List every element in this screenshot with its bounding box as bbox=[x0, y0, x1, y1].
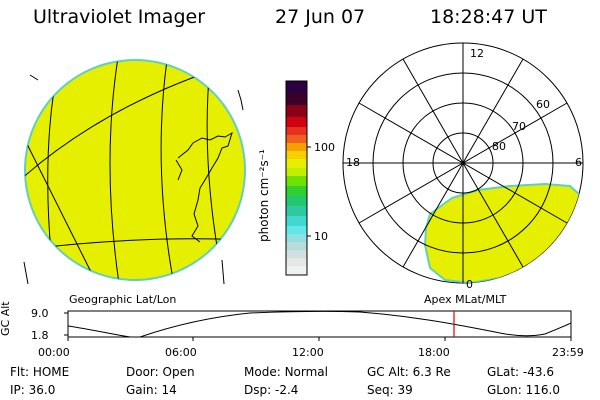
coast-fragment bbox=[237, 89, 244, 111]
polar-plot bbox=[342, 42, 584, 284]
alt-xtick-1: 06:00 bbox=[165, 346, 197, 359]
meridian-line bbox=[109, 60, 121, 280]
instrument-title: Ultraviolet Imager bbox=[33, 6, 206, 28]
status-door: Door: Open bbox=[126, 365, 195, 379]
alt-xtick-4: 23:59 bbox=[552, 346, 584, 359]
meridian-line bbox=[160, 60, 176, 280]
colorbar-unit-label: photon cm⁻²s⁻¹ bbox=[257, 149, 271, 242]
altitude-plot bbox=[64, 310, 572, 341]
altitude-curve bbox=[68, 311, 571, 337]
geographic-image bbox=[23, 59, 246, 285]
alt-xtick-2: 12:00 bbox=[292, 346, 324, 359]
alt-ytick-1-8: 1.8 bbox=[31, 329, 49, 342]
mlt-label-0: 0 bbox=[466, 278, 473, 291]
alt-ytick-9: 9.0 bbox=[31, 307, 49, 320]
coastline bbox=[177, 131, 233, 243]
meridian-line bbox=[23, 261, 29, 285]
lat-label-70: 70 bbox=[512, 120, 526, 133]
coast-fragment bbox=[29, 74, 39, 81]
status-glat: GLat: -43.6 bbox=[487, 365, 554, 379]
mlt-label-12: 12 bbox=[470, 47, 484, 60]
alt-ylabel: GC Alt bbox=[0, 301, 12, 336]
status-ip: IP: 36.0 bbox=[10, 383, 56, 397]
geo-panel-label: Geographic Lat/Lon bbox=[69, 293, 177, 306]
auroral-image bbox=[423, 182, 582, 283]
color-bar bbox=[285, 80, 311, 276]
status-flt: Flt: HOME bbox=[10, 365, 70, 379]
alt-xtick-3: 18:00 bbox=[418, 346, 450, 359]
status-mode: Mode: Normal bbox=[244, 365, 328, 379]
meridian-line bbox=[221, 259, 225, 285]
mlt-spoke bbox=[358, 102, 568, 224]
status-seq: Seq: 39 bbox=[367, 383, 413, 397]
lat-label-80: 80 bbox=[492, 140, 506, 153]
lat-label-60: 60 bbox=[536, 98, 550, 111]
status-glon: GLon: 116.0 bbox=[487, 383, 560, 397]
mlt-label-18: 18 bbox=[346, 156, 360, 169]
geo-disk-fill bbox=[26, 61, 244, 279]
status-gain: Gain: 14 bbox=[126, 383, 177, 397]
status-gc-alt: GC Alt: 6.3 Re bbox=[367, 365, 451, 379]
colorbar-tick-10: 10 bbox=[314, 230, 328, 243]
status-dsp: Dsp: -2.4 bbox=[244, 383, 299, 397]
mlt-label-6: 6 bbox=[575, 156, 582, 169]
polar-panel-label: Apex MLat/MLT bbox=[424, 293, 507, 306]
date-label: 27 Jun 07 bbox=[275, 6, 366, 28]
alt-xtick-0: 00:00 bbox=[38, 346, 70, 359]
colorbar-tick-100: 100 bbox=[314, 141, 335, 154]
time-label: 18:28:47 UT bbox=[430, 6, 547, 28]
coastline bbox=[175, 159, 183, 181]
